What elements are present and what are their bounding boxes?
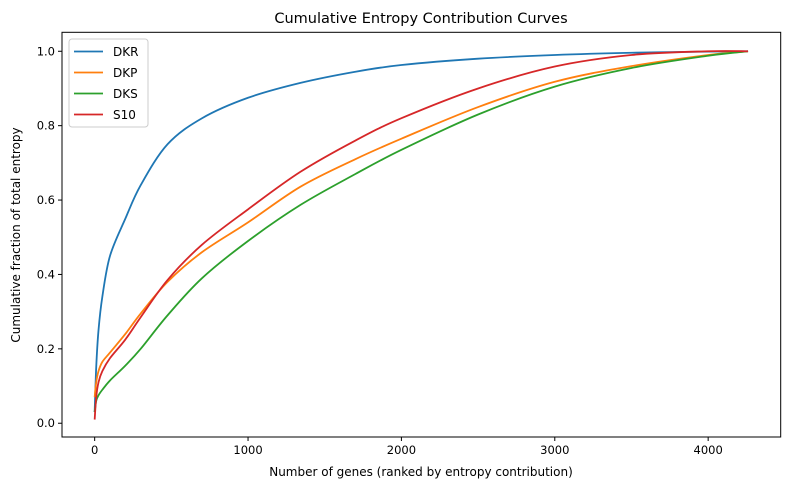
legend: DKR DKP DKS S10 bbox=[68, 38, 149, 128]
series-line-dkp bbox=[93, 50, 749, 398]
x-tick-label: 3000 bbox=[540, 443, 569, 457]
legend-label: S10 bbox=[113, 108, 136, 122]
series-line-dkr bbox=[93, 50, 749, 413]
x-tick-label: 0 bbox=[91, 443, 98, 457]
legend-box bbox=[68, 38, 149, 128]
series-line-dks bbox=[93, 50, 749, 413]
y-tick-label: 0.0 bbox=[37, 416, 55, 430]
y-tick-label: 0.8 bbox=[37, 119, 55, 133]
legend-label: DKR bbox=[113, 45, 138, 59]
x-tick-label: 1000 bbox=[233, 443, 262, 457]
x-tick-label: 4000 bbox=[694, 443, 723, 457]
legend-label: DKP bbox=[113, 66, 137, 80]
y-tick-label: 0.4 bbox=[37, 267, 55, 281]
y-tick-label: 1.0 bbox=[37, 44, 55, 58]
series-line-s10 bbox=[93, 50, 749, 420]
legend-label: DKS bbox=[113, 87, 138, 101]
y-tick-label: 0.2 bbox=[37, 342, 55, 356]
chart-title: Cumulative Entropy Contribution Curves bbox=[274, 11, 567, 27]
x-axis-label: Number of genes (ranked by entropy contr… bbox=[269, 465, 573, 479]
y-tick-label: 0.6 bbox=[37, 193, 55, 207]
x-tick-label: 2000 bbox=[387, 443, 416, 457]
plot-area-frame bbox=[61, 31, 782, 438]
y-axis-label: Cumulative fraction of total entropy bbox=[9, 127, 23, 342]
